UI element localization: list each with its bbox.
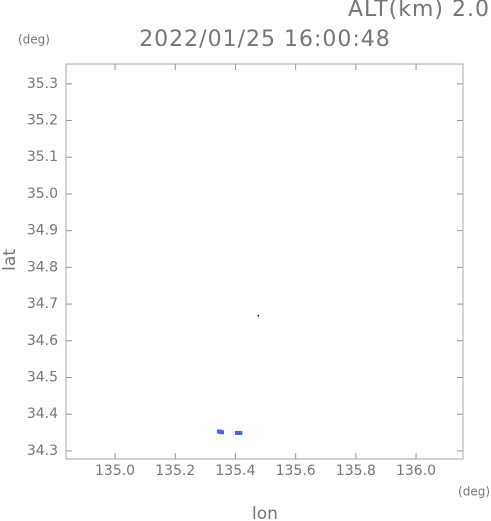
y-tick-label: 34.6 [27, 333, 58, 349]
x-tick-label: 135.4 [215, 463, 255, 479]
y-tick-label: 34.7 [27, 296, 58, 312]
y-tick-label: 34.5 [27, 370, 58, 386]
y-unit: (deg) [18, 33, 50, 47]
x-tick-label: 135.0 [95, 463, 135, 479]
chart-title: 2022/01/25 16:00:48 [139, 27, 391, 52]
x-tick-label: 135.6 [276, 463, 316, 479]
y-tick-label: 35.3 [27, 76, 58, 92]
x-unit: (deg) [458, 485, 490, 499]
plot-frame [65, 63, 464, 460]
point [237, 430, 243, 435]
x-tick-label: 136.0 [396, 463, 436, 479]
y-tick-label: 34.9 [27, 223, 58, 239]
point [219, 430, 225, 435]
x-axis-label: lon [252, 504, 278, 521]
y-tick-label: 35.1 [27, 149, 58, 165]
y-axis-label: lat [0, 249, 20, 271]
y-tick-label: 35.2 [27, 113, 58, 129]
point [257, 314, 260, 317]
x-tick-label: 135.2 [155, 463, 195, 479]
y-tick-label: 34.8 [27, 259, 58, 275]
y-tick-label: 34.3 [27, 443, 58, 459]
y-tick-label: 35.0 [27, 186, 58, 202]
altitude-label: ALT(km) 2.0 [348, 0, 490, 22]
y-tick-label: 34.4 [27, 406, 58, 422]
x-tick-label: 135.8 [336, 463, 376, 479]
